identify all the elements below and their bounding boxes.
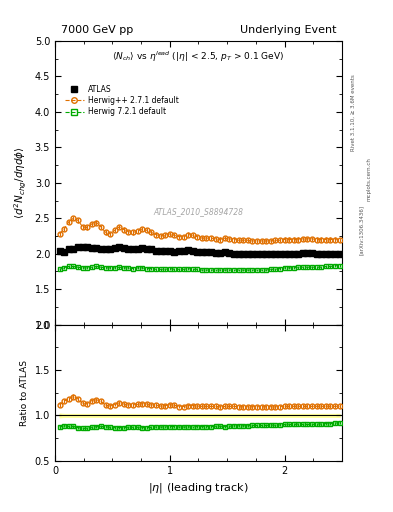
Text: 7000 GeV pp: 7000 GeV pp bbox=[61, 25, 133, 35]
Text: [arXiv:1306.3436]: [arXiv:1306.3436] bbox=[359, 205, 364, 255]
X-axis label: $|\eta|$ (leading track): $|\eta|$ (leading track) bbox=[148, 481, 249, 495]
Y-axis label: Ratio to ATLAS: Ratio to ATLAS bbox=[20, 360, 29, 425]
Text: mcplots.cern.ch: mcplots.cern.ch bbox=[367, 157, 372, 201]
Legend: ATLAS, Herwig++ 2.7.1 default, Herwig 7.2.1 default: ATLAS, Herwig++ 2.7.1 default, Herwig 7.… bbox=[62, 81, 182, 119]
Text: Rivet 3.1.10, ≥ 3.6M events: Rivet 3.1.10, ≥ 3.6M events bbox=[351, 74, 356, 151]
Text: ATLAS_2010_S8894728: ATLAS_2010_S8894728 bbox=[153, 207, 244, 216]
Y-axis label: $\langle d^2 N_{chg}/d\eta d\phi \rangle$: $\langle d^2 N_{chg}/d\eta d\phi \rangle… bbox=[13, 146, 29, 219]
Text: $\langle N_{ch}\rangle$ vs $\eta^{lead}$ ($|\eta|$ < 2.5, $p_T$ > 0.1 GeV): $\langle N_{ch}\rangle$ vs $\eta^{lead}$… bbox=[112, 50, 285, 64]
Text: Underlying Event: Underlying Event bbox=[240, 25, 336, 35]
